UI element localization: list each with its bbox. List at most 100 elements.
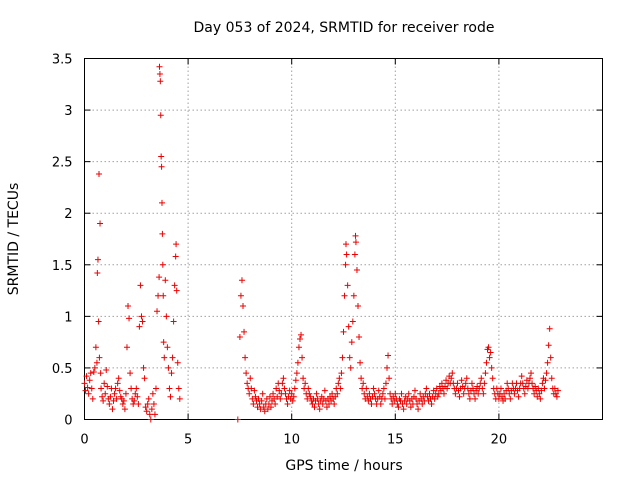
data-point — [521, 390, 528, 397]
data-point — [389, 401, 396, 408]
data-point — [100, 397, 107, 404]
data-point — [325, 401, 332, 408]
data-point — [444, 385, 451, 392]
data-point — [264, 406, 271, 413]
data-point — [547, 354, 554, 361]
data-point — [353, 266, 360, 273]
y-tick-label: 0.5 — [52, 362, 73, 377]
data-point — [360, 380, 367, 387]
data-point — [379, 390, 386, 397]
data-point — [250, 401, 257, 408]
data-point — [126, 315, 133, 322]
data-point — [542, 377, 549, 384]
data-point — [307, 393, 314, 400]
data-point — [158, 153, 165, 160]
data-point — [143, 408, 150, 415]
data-point — [528, 370, 535, 377]
data-point — [266, 393, 273, 400]
data-point — [131, 397, 138, 404]
data-point — [274, 393, 281, 400]
data-point — [304, 395, 311, 402]
data-point — [158, 163, 165, 170]
data-point — [147, 416, 154, 423]
data-point — [281, 385, 288, 392]
data-point — [340, 328, 347, 335]
data-point — [110, 397, 117, 404]
data-point — [548, 375, 555, 382]
data-point — [534, 393, 541, 400]
data-point — [463, 375, 470, 382]
data-point — [96, 354, 103, 361]
data-point — [286, 387, 293, 394]
data-point — [470, 385, 476, 392]
data-point — [116, 387, 123, 394]
data-point — [128, 385, 135, 392]
data-point — [405, 390, 412, 397]
data-point — [130, 401, 137, 408]
data-point — [148, 406, 155, 413]
data-point — [539, 380, 546, 387]
data-point — [355, 303, 362, 310]
data-point — [518, 373, 525, 380]
data-point — [443, 377, 450, 384]
data-point — [98, 385, 105, 392]
data-point — [506, 390, 513, 397]
data-point — [482, 370, 489, 377]
data-point — [552, 390, 559, 397]
data-point — [240, 303, 247, 310]
data-point — [295, 344, 302, 351]
x-tick-label: 10 — [283, 433, 300, 448]
data-point — [390, 393, 397, 400]
data-point — [114, 380, 121, 387]
data-point — [332, 393, 339, 400]
data-point — [327, 393, 334, 400]
data-point — [428, 401, 435, 408]
data-point — [94, 256, 101, 263]
data-point — [352, 232, 359, 239]
y-tick-label: 2.5 — [52, 156, 73, 171]
data-point — [290, 393, 297, 400]
data-point — [314, 395, 321, 402]
data-point — [448, 375, 455, 382]
data-point — [339, 354, 346, 361]
x-tick-label: 20 — [491, 433, 508, 448]
data-point — [480, 390, 487, 397]
data-point — [90, 369, 97, 376]
x-tick-label: 5 — [184, 433, 192, 448]
data-point — [464, 385, 471, 392]
data-point — [261, 408, 268, 415]
data-point — [138, 313, 145, 320]
data-point — [344, 282, 351, 289]
data-point — [156, 70, 163, 77]
data-point — [106, 401, 113, 408]
data-point — [394, 401, 401, 408]
data-point — [440, 390, 447, 397]
data-point — [433, 385, 440, 392]
data-point — [296, 336, 303, 343]
data-point — [538, 387, 545, 394]
y-tick-label: 3 — [64, 104, 72, 119]
data-point — [104, 383, 111, 390]
data-point — [157, 78, 164, 85]
data-point — [535, 385, 542, 392]
data-point — [481, 380, 488, 387]
data-point — [133, 385, 140, 392]
data-point — [502, 395, 509, 402]
data-point — [398, 390, 405, 397]
data-point — [252, 393, 259, 400]
data-point — [430, 387, 437, 394]
data-point — [141, 375, 148, 382]
y-tick-label: 1 — [64, 310, 72, 325]
data-point — [87, 370, 94, 377]
data-point — [94, 270, 101, 277]
data-point — [475, 390, 482, 397]
data-point — [543, 370, 550, 377]
data-point — [403, 401, 410, 408]
tick-labels: 0 5 10 15 20 0 0.5 1 1.5 2 2.5 3 3.5 — [52, 53, 507, 448]
data-point — [85, 390, 92, 397]
data-point — [97, 220, 104, 227]
data-point — [170, 318, 177, 325]
data-point — [343, 251, 350, 258]
data-point — [135, 401, 142, 408]
